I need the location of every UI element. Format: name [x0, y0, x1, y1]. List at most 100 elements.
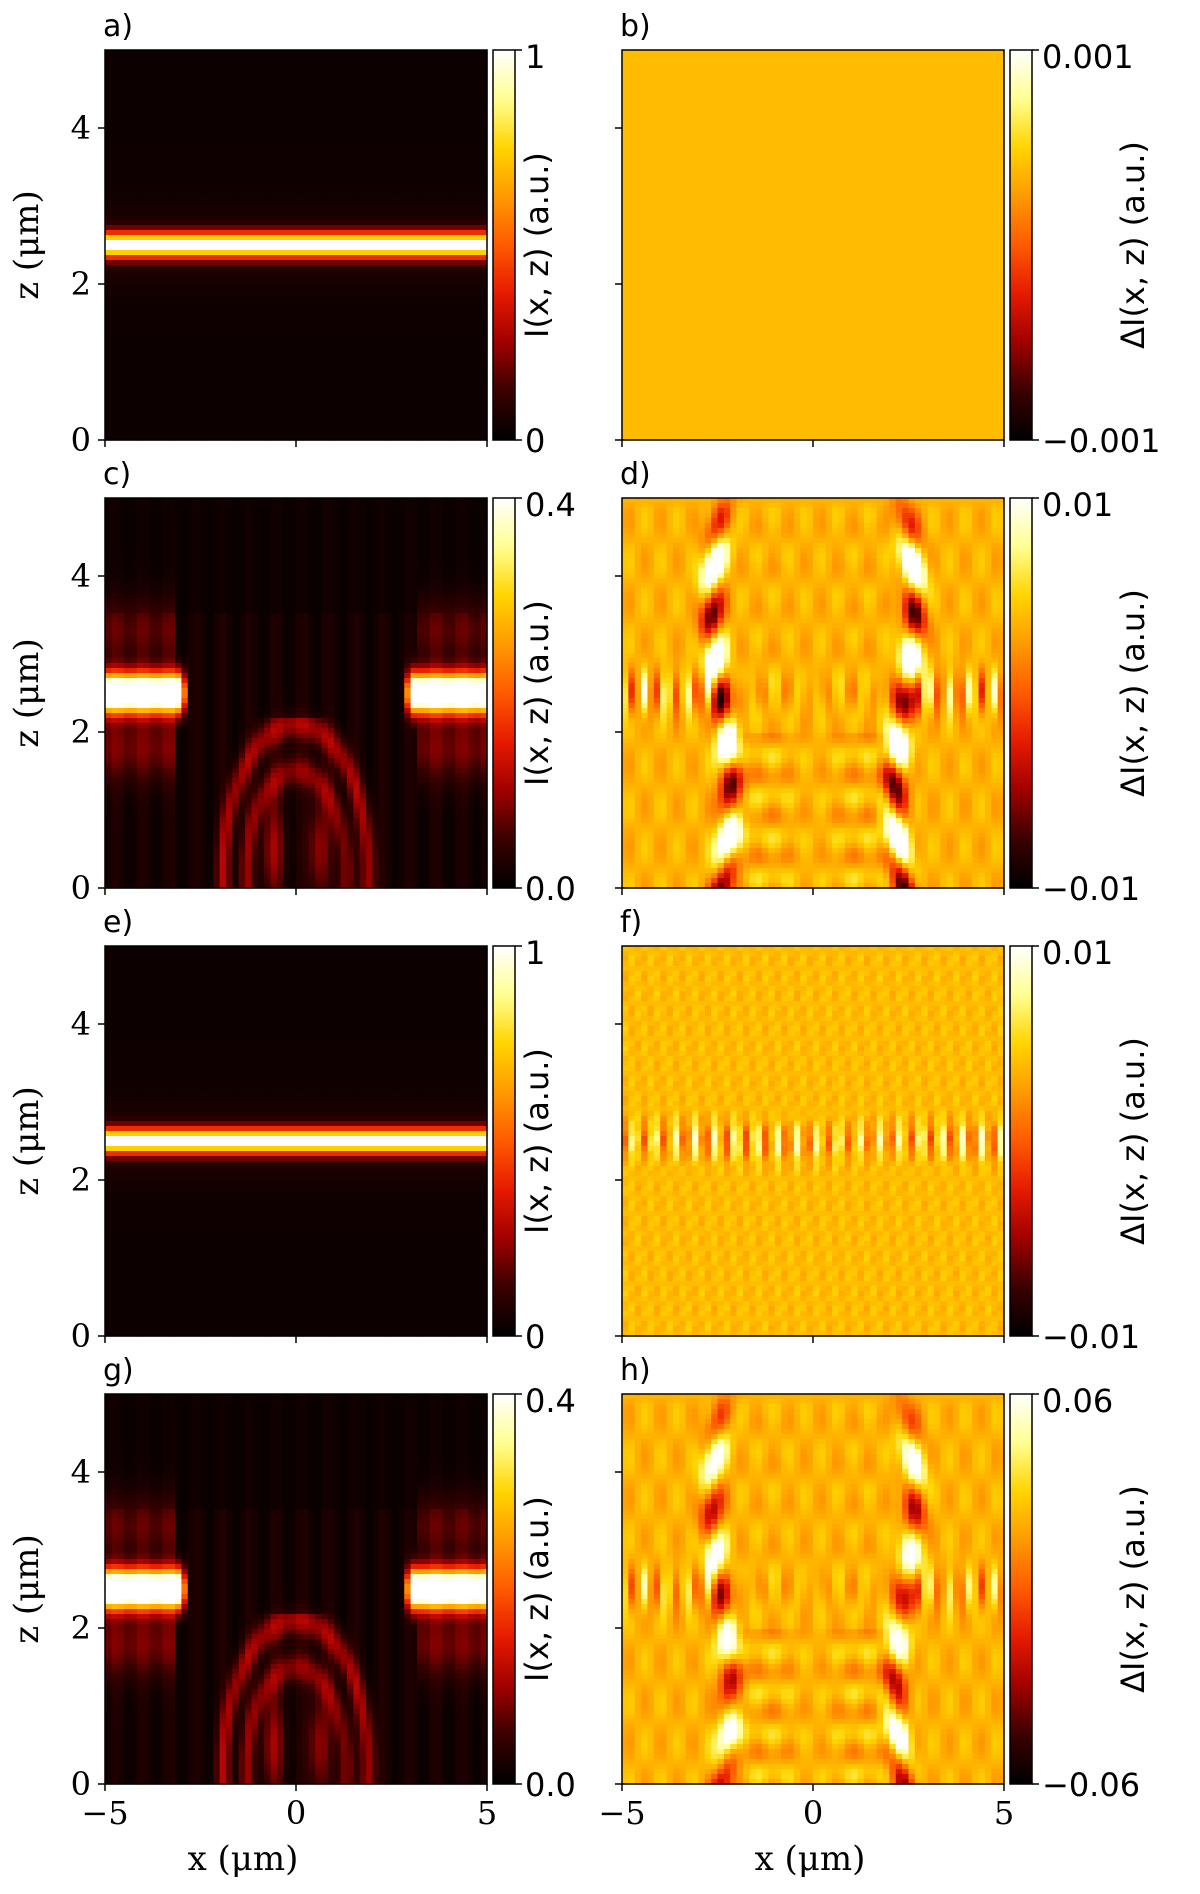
heatmap-cell	[379, 245, 386, 251]
heatmap-cell	[111, 65, 118, 71]
heatmap-cell	[181, 140, 188, 146]
heatmap-cell	[251, 195, 258, 201]
heatmap-cell	[372, 425, 379, 431]
heatmap-cell	[150, 275, 157, 281]
heatmap-cell	[372, 55, 379, 61]
heatmap-cell	[283, 290, 290, 296]
heatmap-cell	[379, 135, 386, 141]
heatmap-cell	[442, 325, 449, 331]
heatmap-cell	[188, 85, 195, 91]
heatmap-cell	[232, 205, 239, 211]
heatmap-cell	[111, 290, 118, 296]
heatmap-cell	[341, 190, 348, 196]
heatmap-cell	[392, 95, 399, 101]
heatmap-cell	[207, 70, 214, 76]
heatmap-cell	[264, 325, 271, 331]
heatmap-cell	[105, 265, 112, 271]
heatmap-cell	[188, 120, 195, 126]
heatmap-cell	[150, 120, 157, 126]
heatmap-cell	[309, 270, 316, 276]
heatmap-cell	[105, 245, 112, 251]
heatmap-cell	[213, 270, 220, 276]
heatmap-cell	[442, 95, 449, 101]
heatmap-cell	[130, 90, 137, 96]
heatmap-cell	[442, 420, 449, 426]
heatmap-cell	[315, 120, 322, 126]
heatmap-cell	[392, 340, 399, 346]
heatmap-cell	[251, 210, 258, 216]
heatmap-cell	[264, 275, 271, 281]
heatmap-cell	[188, 185, 195, 191]
heatmap-cell	[315, 310, 322, 316]
heatmap-cell	[118, 370, 125, 376]
heatmap-cell	[334, 170, 341, 176]
heatmap-cell	[302, 250, 309, 256]
heatmap-cell	[379, 340, 386, 346]
heatmap-cell	[455, 205, 462, 211]
heatmap-cell	[175, 50, 182, 56]
heatmap-cell	[341, 295, 348, 301]
heatmap-cell	[328, 150, 335, 156]
heatmap-cell	[232, 330, 239, 336]
heatmap-cell	[762, 50, 769, 56]
heatmap-cell	[966, 50, 973, 56]
heatmap-cell	[130, 80, 137, 86]
heatmap-cell	[455, 225, 462, 231]
heatmap-cell	[258, 285, 265, 291]
heatmap-cell	[143, 265, 150, 271]
heatmap-cell	[150, 430, 157, 436]
heatmap-cell	[232, 410, 239, 416]
heatmap-cell	[201, 405, 208, 411]
heatmap-cell	[449, 175, 456, 181]
heatmap-cell	[379, 255, 386, 261]
heatmap-cell	[105, 75, 112, 81]
heatmap-cell	[201, 420, 208, 426]
heatmap-cell	[296, 75, 303, 81]
heatmap-cell	[194, 230, 201, 236]
heatmap-cell	[411, 405, 418, 411]
heatmap-cell	[207, 415, 214, 421]
heatmap-cell	[175, 390, 182, 396]
heatmap-cell	[137, 390, 144, 396]
heatmap-cell	[392, 365, 399, 371]
heatmap-cell	[436, 225, 443, 231]
heatmap-cell	[455, 65, 462, 71]
heatmap-cell	[462, 350, 469, 356]
heatmap-cell	[353, 210, 360, 216]
heatmap-cell	[423, 365, 430, 371]
heatmap-cell	[201, 430, 208, 436]
heatmap-cell	[309, 330, 316, 336]
heatmap-cell	[353, 115, 360, 121]
heatmap-cell	[111, 395, 118, 401]
heatmap-cell	[392, 175, 399, 181]
heatmap-cell	[232, 390, 239, 396]
heatmap-cell	[283, 390, 290, 396]
heatmap-cell	[245, 215, 252, 221]
heatmap-cell	[353, 65, 360, 71]
heatmap-cell	[442, 125, 449, 131]
heatmap-cell	[137, 185, 144, 191]
heatmap-cell	[385, 415, 392, 421]
heatmap-cell	[379, 80, 386, 86]
heatmap-cell	[162, 390, 169, 396]
heatmap-cell	[143, 410, 150, 416]
heatmap-cell	[430, 430, 437, 436]
heatmap-cell	[341, 240, 348, 246]
heatmap-cell	[111, 145, 118, 151]
heatmap-cell	[423, 185, 430, 191]
heatmap-cell	[118, 235, 125, 241]
heatmap-cell	[251, 170, 258, 176]
heatmap-cell	[137, 255, 144, 261]
heatmap-cell	[347, 320, 354, 326]
heatmap-cell	[353, 375, 360, 381]
heatmap-cell	[341, 310, 348, 316]
heatmap-cell	[258, 65, 265, 71]
heatmap-cell	[213, 190, 220, 196]
heatmap-cell	[150, 50, 157, 56]
heatmap-cell	[468, 325, 475, 331]
heatmap-cell	[258, 125, 265, 131]
heatmap-cell	[302, 230, 309, 236]
heatmap-cell	[188, 385, 195, 391]
heatmap-cell	[430, 235, 437, 241]
heatmap-cell	[226, 285, 233, 291]
